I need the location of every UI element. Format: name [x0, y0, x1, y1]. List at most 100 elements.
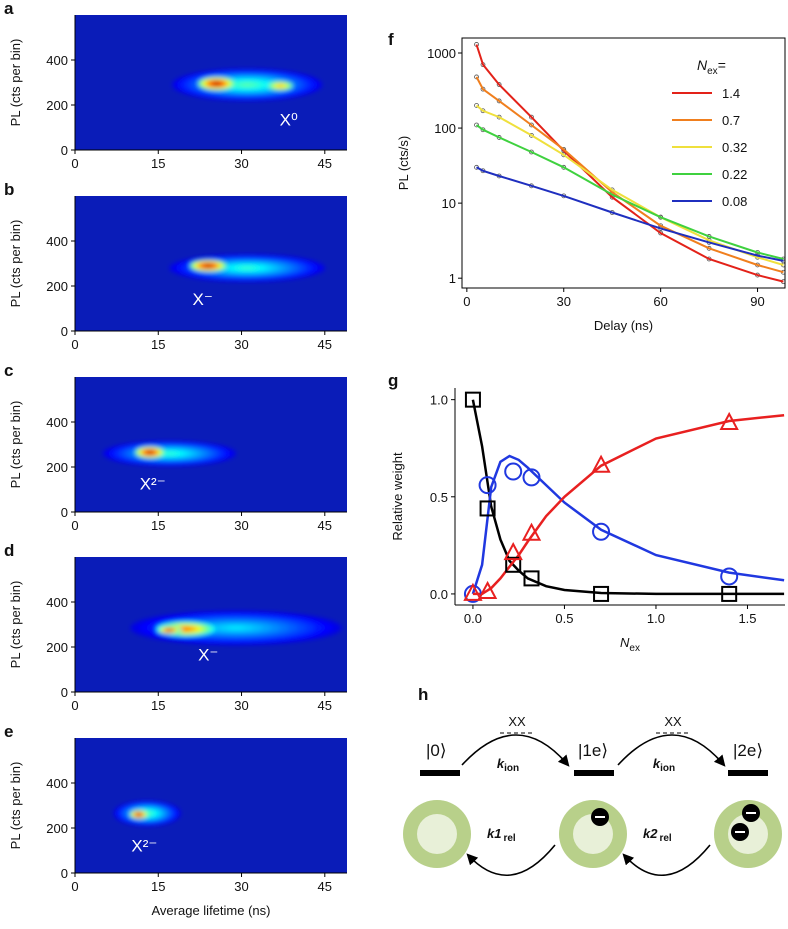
rate-label: kion	[497, 756, 519, 774]
plot	[474, 42, 785, 285]
y-tick-label: 1000	[427, 46, 456, 61]
y-tick-label: 10	[442, 196, 456, 211]
x-tick-label: 45	[318, 337, 332, 352]
x-axis-label-sub: ex	[629, 643, 640, 654]
peak-label: X⁰	[280, 110, 298, 129]
heatmap-layers	[102, 441, 236, 466]
x-tick-label: 15	[151, 337, 165, 352]
legend-label: 1.4	[722, 86, 740, 101]
heat-layer	[182, 628, 190, 630]
x-tick-label: 0	[71, 518, 78, 533]
y-tick-label: 200	[46, 821, 68, 836]
circle-marker	[522, 468, 541, 487]
state-label: |0⟩	[426, 741, 447, 760]
triangle-marker	[719, 411, 739, 430]
panel-letter: f	[388, 30, 394, 49]
legend-title: Nex=	[697, 57, 726, 77]
panel-letter: g	[388, 371, 398, 390]
y-tick-label: 1.0	[430, 393, 448, 408]
y-tick-label: 0	[61, 866, 68, 881]
level-bar	[728, 770, 768, 776]
heat-blob	[102, 441, 236, 466]
x-tick-label: 45	[318, 879, 332, 894]
rate-subscript: ion	[660, 763, 675, 774]
heat-layer	[240, 83, 254, 87]
y-tick-label: 0	[61, 685, 68, 700]
x-tick-label: 45	[318, 518, 332, 533]
heatmap-background	[75, 738, 347, 873]
triangle-marker	[591, 454, 611, 473]
legend-title-sub: ex	[707, 66, 718, 77]
peak-label: X²⁻	[140, 475, 166, 494]
circle-marker	[592, 522, 611, 541]
x-tick-label: 0.0	[464, 611, 482, 626]
y-tick-label: 400	[46, 53, 68, 68]
xx-label: XX	[664, 714, 682, 729]
rate-subscript: rel	[503, 833, 515, 844]
heat-blob	[198, 76, 236, 91]
decay-line	[475, 104, 784, 266]
y-tick-label: 400	[46, 415, 68, 430]
square-marker	[721, 585, 738, 602]
heatmap	[172, 69, 323, 101]
fit-line	[471, 399, 785, 596]
rate-subscript: ion	[504, 763, 519, 774]
y-axis-label: PL (cts/s)	[396, 136, 411, 190]
state-label: |1e⟩	[578, 741, 608, 760]
x-tick-label: 30	[234, 518, 248, 533]
y-tick-label: 200	[46, 98, 68, 113]
y-tick-label: 0.5	[430, 490, 448, 505]
heat-layer	[240, 266, 254, 270]
x-tick-label: 0	[71, 698, 78, 713]
arrow	[622, 844, 711, 877]
data-point	[529, 122, 534, 128]
rate-symbol: k2	[643, 826, 658, 841]
peak-label: X⁻	[193, 290, 213, 309]
rate-label: k2 rel	[643, 826, 672, 844]
rate-symbol: k1	[487, 826, 501, 841]
heat-blob	[129, 810, 149, 819]
peak-label: X²⁻	[131, 837, 157, 856]
x-tick-label: 90	[750, 294, 764, 309]
triangle-marker	[463, 582, 483, 601]
y-tick-label: 400	[46, 234, 68, 249]
diagram-h: h |0⟩ |1e⟩ |2e⟩ XX XX kion kion k1 rel k2…	[403, 685, 782, 877]
y-tick-label: 1	[449, 271, 456, 286]
heat-blob	[189, 259, 227, 272]
square-marker	[505, 556, 522, 573]
level-bar	[420, 770, 460, 776]
arrow	[461, 734, 570, 767]
arrow	[466, 844, 556, 877]
heatmap-layers	[130, 611, 342, 645]
circle-marker	[504, 462, 523, 481]
x-tick-label: 15	[151, 879, 165, 894]
x-tick-label: 60	[653, 294, 667, 309]
panel-letter: b	[4, 180, 14, 199]
y-axis-label: PL (cts per bin)	[8, 581, 23, 669]
square-marker	[593, 585, 610, 602]
y-tick-label: 0	[61, 324, 68, 339]
heat-layer	[278, 85, 283, 87]
y-tick-label: 400	[46, 595, 68, 610]
y-axis-label: PL (cts per bin)	[8, 220, 23, 308]
legend-title-main: N	[697, 57, 708, 73]
heat-layer	[148, 451, 152, 454]
x-tick-label: 30	[234, 337, 248, 352]
x-tick-label: 15	[151, 156, 165, 171]
heat-layer	[163, 452, 175, 455]
rate-label: k1 rel	[487, 826, 516, 844]
heat-blob	[172, 69, 323, 101]
y-tick-label: 400	[46, 776, 68, 791]
heatmap	[102, 441, 236, 466]
decay-line	[475, 76, 784, 274]
triangle-marker	[477, 580, 498, 599]
x-tick-label: 45	[318, 156, 332, 171]
data-point	[474, 103, 479, 108]
x-tick-label: 30	[234, 156, 248, 171]
data-point	[529, 114, 534, 120]
heatmap	[113, 801, 181, 826]
peak-label: X⁻	[198, 646, 218, 665]
heatmap	[169, 254, 325, 282]
panel-letter: a	[4, 0, 14, 18]
dot-core	[417, 814, 457, 854]
